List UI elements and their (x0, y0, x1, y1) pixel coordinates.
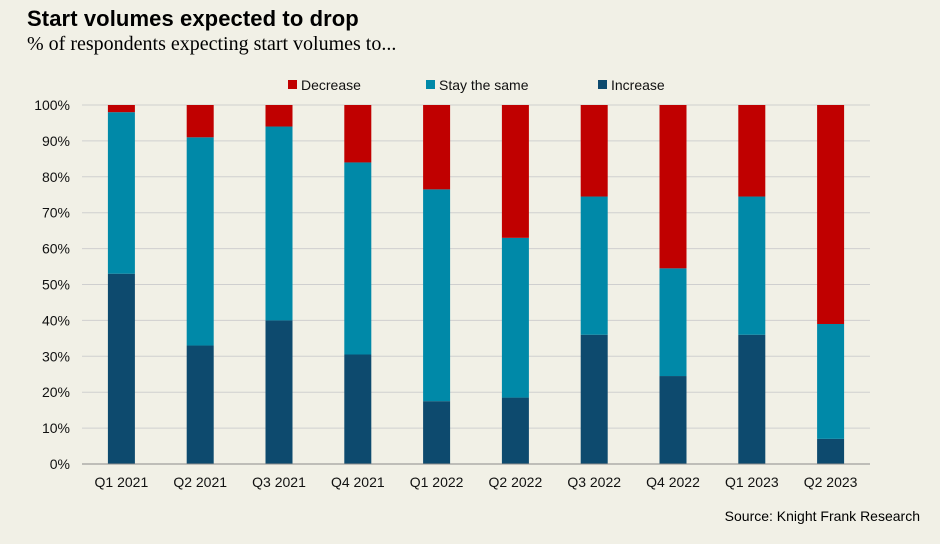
y-tick-label: 60% (42, 241, 70, 257)
y-tick-label: 10% (42, 420, 70, 436)
legend-item: Increase (598, 77, 665, 93)
x-tick-label: Q1 2022 (410, 474, 464, 490)
bar-stay-the-same (186, 137, 214, 346)
legend-label: Stay the same (439, 77, 529, 93)
x-tick-label: Q1 2023 (725, 474, 779, 490)
source-note: Source: Knight Frank Research (724, 508, 920, 524)
bar-decrease (580, 105, 608, 197)
x-tick-label: Q2 2023 (804, 474, 858, 490)
bar-decrease (501, 105, 529, 238)
legend-swatch (598, 80, 607, 89)
y-tick-label: 70% (42, 205, 70, 221)
bar-increase (738, 334, 766, 464)
bar-stay-the-same (501, 237, 529, 398)
y-tick-label: 30% (42, 348, 70, 364)
y-tick-label: 90% (42, 133, 70, 149)
legend-item: Decrease (288, 77, 361, 93)
legend-label: Decrease (301, 77, 361, 93)
bar-stay-the-same (817, 323, 845, 439)
bar-increase (186, 345, 214, 464)
x-tick-label: Q4 2021 (331, 474, 385, 490)
bar-increase (265, 320, 293, 464)
bar-decrease (738, 105, 766, 197)
bar-decrease (659, 105, 687, 269)
legend-item: Stay the same (426, 77, 529, 93)
bar-increase (107, 273, 135, 464)
y-tick-label: 50% (42, 277, 70, 293)
bar-decrease (344, 105, 372, 163)
bar-increase (344, 354, 372, 464)
chart-subtitle: % of respondents expecting start volumes… (27, 33, 397, 55)
x-tick-label: Q2 2022 (489, 474, 543, 490)
bar-stay-the-same (738, 196, 766, 335)
x-tick-label: Q1 2021 (95, 474, 149, 490)
bar-stay-the-same (265, 126, 293, 321)
bar-stay-the-same (344, 162, 372, 355)
y-tick-label: 40% (42, 312, 70, 328)
bar-stay-the-same (659, 268, 687, 377)
bar-decrease (265, 105, 293, 127)
bar-decrease (817, 105, 845, 324)
bar-stay-the-same (107, 112, 135, 274)
legend-label: Increase (611, 77, 665, 93)
y-tick-label: 20% (42, 384, 70, 400)
x-tick-label: Q4 2022 (646, 474, 700, 490)
bar-increase (817, 438, 845, 464)
bar-stay-the-same (580, 196, 608, 335)
x-tick-label: Q3 2021 (252, 474, 306, 490)
bar-decrease (107, 105, 135, 113)
bar-decrease (186, 105, 214, 138)
y-tick-label: 100% (34, 97, 70, 113)
bar-increase (423, 401, 451, 464)
bar-increase (580, 334, 608, 464)
legend-swatch (288, 80, 297, 89)
x-tick-label: Q2 2021 (173, 474, 227, 490)
bar-increase (501, 397, 529, 464)
legend-swatch (426, 80, 435, 89)
y-tick-label: 80% (42, 169, 70, 185)
bar-increase (659, 376, 687, 464)
chart-title: Start volumes expected to drop (27, 6, 359, 31)
bar-decrease (423, 105, 451, 190)
bar-stay-the-same (423, 189, 451, 402)
x-tick-label: Q3 2022 (567, 474, 621, 490)
y-tick-label: 0% (50, 456, 70, 472)
